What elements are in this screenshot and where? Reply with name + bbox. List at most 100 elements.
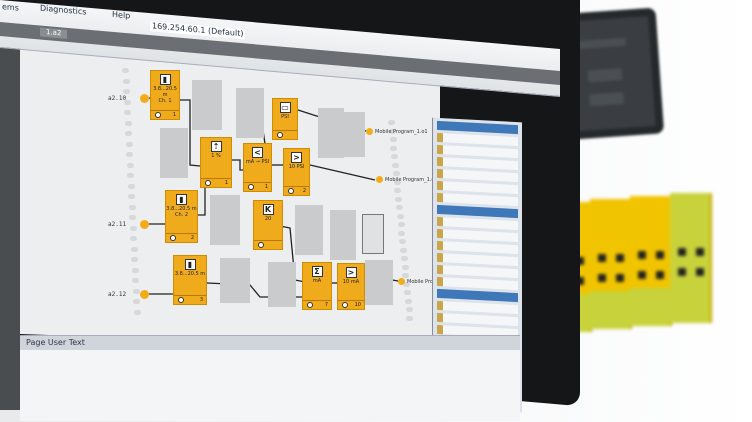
function-block[interactable]: ▮ 3.8...20.5 m Ch. 1 1: [150, 70, 180, 120]
empty-pin[interactable]: [123, 89, 130, 94]
empty-pin[interactable]: [132, 288, 140, 294]
panel-row[interactable]: [437, 312, 518, 327]
terminal-hole: [598, 274, 606, 282]
empty-pin[interactable]: [127, 173, 134, 178]
empty-pin[interactable]: [126, 152, 133, 157]
panel-row[interactable]: [437, 240, 518, 255]
panel-row[interactable]: [437, 288, 518, 303]
function-block[interactable]: K 20: [253, 200, 283, 250]
empty-pin[interactable]: [402, 273, 410, 278]
empty-pin[interactable]: [388, 128, 396, 134]
empty-pin[interactable]: [403, 281, 411, 287]
block-icon: Σ: [311, 266, 323, 277]
empty-pin[interactable]: [132, 278, 139, 283]
panel-row[interactable]: [437, 168, 518, 183]
terminal-hole: [576, 257, 584, 265]
empty-slot: [295, 205, 323, 255]
empty-pin[interactable]: [122, 78, 130, 84]
function-block[interactable]: ▮ 3.8...20.5 m Ch. 2 2: [165, 190, 198, 243]
input-terminal[interactable]: [140, 94, 149, 103]
function-block[interactable]: ⇡ 1 % 1: [200, 137, 232, 188]
panel-row[interactable]: [437, 252, 518, 267]
block-icon: ▮: [176, 194, 187, 205]
block-label: 3.8...20.5 m: [174, 271, 206, 277]
input-terminal[interactable]: [140, 220, 149, 229]
empty-pin[interactable]: [398, 230, 406, 236]
output-label: Mobile Program_1.o2: [385, 177, 438, 183]
empty-pin[interactable]: [124, 110, 131, 115]
output-terminal[interactable]: [398, 278, 405, 285]
empty-pin[interactable]: [393, 179, 401, 185]
empty-pin[interactable]: [122, 68, 129, 73]
panel-row[interactable]: [437, 204, 518, 219]
left-sidebar: [0, 30, 20, 410]
empty-pin[interactable]: [406, 315, 414, 321]
block-number: 3: [199, 297, 203, 303]
empty-pin[interactable]: [388, 120, 395, 125]
function-block[interactable]: >10 mA 10: [337, 263, 365, 310]
empty-pin[interactable]: [395, 196, 403, 202]
empty-slot: [236, 88, 264, 138]
empty-pin[interactable]: [127, 183, 135, 189]
empty-pin[interactable]: [129, 215, 136, 220]
empty-pin[interactable]: [123, 99, 131, 105]
empty-pin[interactable]: [128, 194, 135, 199]
panel-row[interactable]: [437, 132, 518, 147]
panel-row[interactable]: [437, 180, 518, 195]
empty-pin[interactable]: [133, 299, 140, 304]
empty-pin[interactable]: [401, 264, 409, 270]
selected-slot[interactable]: [362, 214, 384, 254]
panel-row[interactable]: [437, 120, 518, 135]
empty-pin[interactable]: [124, 120, 132, 126]
empty-pin[interactable]: [404, 298, 412, 304]
empty-pin[interactable]: [125, 131, 132, 136]
function-block[interactable]: < mA → PSI 1: [243, 143, 272, 192]
terminal-hole: [638, 271, 646, 279]
empty-pin[interactable]: [404, 290, 411, 295]
function-block[interactable]: ▮ 3.8...20.5 m 3: [173, 255, 207, 305]
panel-row[interactable]: [437, 300, 518, 315]
panel-row[interactable]: [437, 264, 518, 279]
empty-pin[interactable]: [130, 236, 137, 241]
empty-pin[interactable]: [390, 145, 398, 151]
input-terminal[interactable]: [140, 290, 149, 299]
output-terminal[interactable]: [366, 128, 373, 135]
empty-pin[interactable]: [400, 247, 407, 253]
empty-pin[interactable]: [392, 162, 399, 168]
empty-pin[interactable]: [400, 256, 408, 261]
empty-pin[interactable]: [131, 267, 139, 273]
panel-row[interactable]: [437, 156, 518, 171]
function-block[interactable]: ▭ PSI: [272, 98, 298, 140]
empty-pin[interactable]: [399, 239, 407, 244]
empty-pin[interactable]: [126, 162, 134, 168]
empty-pin[interactable]: [396, 205, 403, 210]
panel-row[interactable]: [437, 228, 518, 243]
empty-pin[interactable]: [394, 188, 402, 193]
empty-pin[interactable]: [405, 307, 413, 312]
empty-pin[interactable]: [125, 141, 133, 147]
empty-pin[interactable]: [130, 246, 138, 252]
empty-pin[interactable]: [391, 154, 399, 159]
terminal-hole: [656, 251, 664, 259]
empty-slot: [318, 108, 344, 158]
empty-pin[interactable]: [397, 222, 405, 227]
output-terminal[interactable]: [376, 176, 383, 183]
empty-pin[interactable]: [396, 213, 404, 219]
relay-module: [630, 196, 672, 326]
empty-pin[interactable]: [128, 204, 136, 210]
empty-pin[interactable]: [131, 257, 138, 262]
empty-pin[interactable]: [389, 137, 397, 142]
panel-row[interactable]: [437, 276, 518, 291]
function-block[interactable]: >10 PSI 2: [283, 148, 310, 196]
block-footer: [254, 240, 282, 249]
block-number: 1: [264, 184, 268, 190]
panel-row[interactable]: [437, 216, 518, 231]
empty-pin[interactable]: [133, 309, 141, 315]
block-footer: 1: [201, 178, 231, 187]
panel-row[interactable]: [437, 192, 518, 207]
empty-pin[interactable]: [129, 225, 137, 231]
block-footer: 2: [284, 186, 309, 195]
panel-row[interactable]: [437, 144, 518, 159]
empty-pin[interactable]: [392, 171, 400, 176]
